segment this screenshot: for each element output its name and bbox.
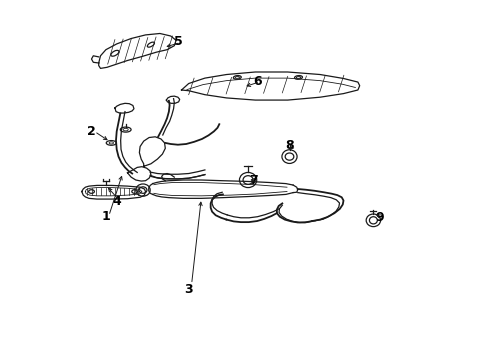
- Text: 3: 3: [184, 283, 193, 296]
- Text: 9: 9: [374, 211, 383, 224]
- Text: 7: 7: [248, 174, 257, 186]
- Text: 5: 5: [173, 35, 182, 48]
- Text: 6: 6: [252, 75, 261, 87]
- Text: 2: 2: [87, 125, 96, 138]
- Text: 4: 4: [112, 195, 121, 208]
- Text: 1: 1: [102, 210, 110, 222]
- Text: 8: 8: [285, 139, 293, 152]
